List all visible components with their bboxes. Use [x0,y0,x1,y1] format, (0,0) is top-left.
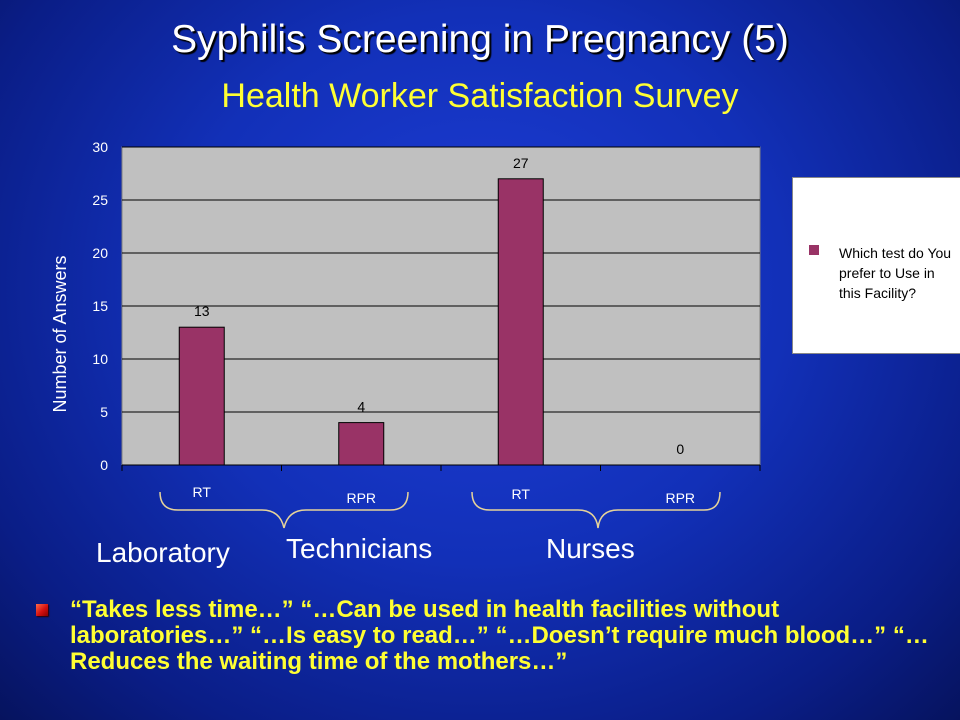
y-tick-label: 5 [100,404,108,420]
data-label: 4 [357,399,365,415]
y-tick-label: 25 [92,192,108,208]
group-braces [159,491,721,529]
group-label-laboratory: Laboratory [96,537,230,568]
bullet-icon [36,604,48,616]
data-label: 13 [194,303,210,319]
y-axis-label: Number of Answers [50,255,70,412]
bar [497,178,544,466]
y-tick-label: 20 [92,245,108,261]
group-label-nurses: Nurses [546,533,635,564]
x-tick-label: RT [193,484,212,500]
x-tick-label: RPR [346,490,376,506]
bar [178,326,225,466]
feedback-quotes: “Takes less time…” “…Can be used in heal… [70,596,929,675]
group-label-technicians: Technicians [286,533,433,564]
slide-title: Syphilis Screening in Pregnancy (5) [171,18,789,61]
y-tick-label: 30 [92,139,108,155]
legend-label: Which test do You prefer to Use in this … [839,245,952,301]
y-tick-label: 15 [92,298,108,314]
data-label: 0 [676,441,684,457]
x-tick-label: RPR [665,490,695,506]
brace-laboratory-technicians [159,491,409,529]
chart-legend: Which test do You prefer to Use in this … [792,177,960,354]
x-tick-label: RT [512,486,531,502]
y-tick-label: 10 [92,351,108,367]
legend-swatch [809,245,819,255]
slide-subtitle: Health Worker Satisfaction Survey [221,77,739,115]
y-tick-label: 0 [100,457,108,473]
bar [338,422,385,466]
data-label: 27 [513,155,529,171]
brace-nurses [471,491,721,529]
